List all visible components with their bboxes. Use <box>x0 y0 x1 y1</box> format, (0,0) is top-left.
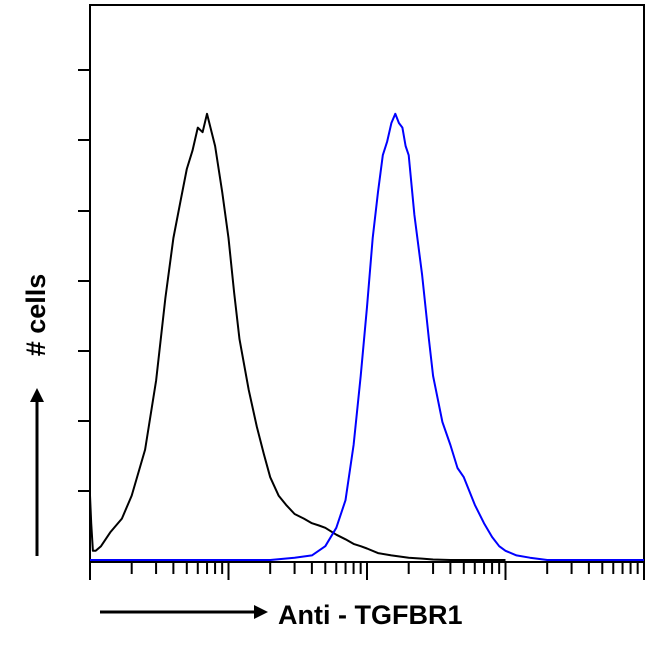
plot-frame <box>89 4 645 563</box>
x-axis-ticks <box>89 562 645 580</box>
histogram-series-2 <box>90 112 644 561</box>
x-axis-label: Anti - TGFBR1 <box>278 600 462 630</box>
histogram-series-1 <box>89 112 506 561</box>
y-axis-ticks <box>78 69 90 492</box>
y-axis-arrowhead <box>30 388 44 402</box>
y-axis-label: # cells <box>21 274 51 357</box>
x-axis-arrowhead <box>254 605 268 619</box>
series-layer <box>89 112 644 561</box>
